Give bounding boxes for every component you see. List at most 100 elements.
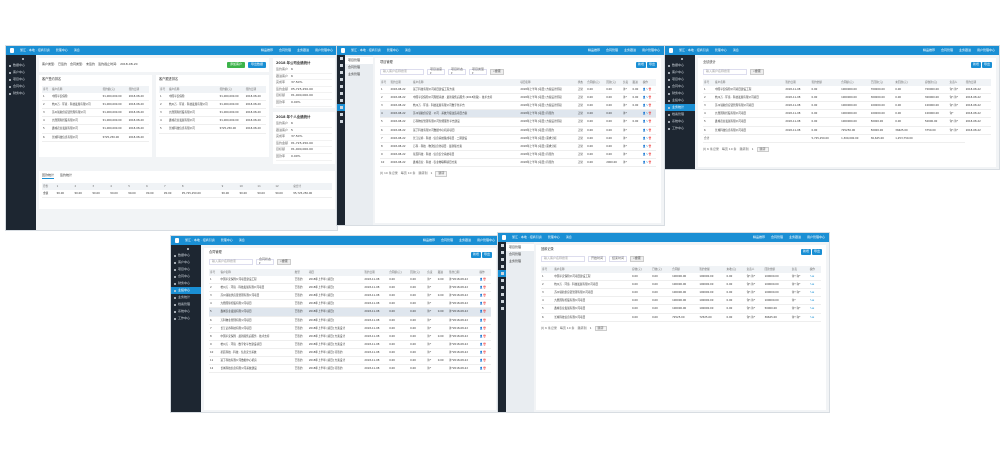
table-row[interactable]: 8 2018-08-22 万科 · 科技 · 物流信息化项目 · 最新版方案 2018… [380, 142, 656, 151]
sidebar-item[interactable]: 合同中心 [6, 83, 36, 90]
delete-icon[interactable]: 🗑 [648, 96, 652, 100]
view-icon[interactable]: 👤 [479, 286, 483, 290]
sidebar-item[interactable]: 系统中心 [171, 308, 201, 315]
header-nav-item[interactable]: 管理中心 [386, 47, 399, 52]
add-button[interactable]: 新增 [470, 252, 481, 258]
menu-icon[interactable] [680, 57, 683, 60]
table-row[interactable]: 5 鑫城农业发展有限公司项目 0.00 0.00 100000.00 100000.00 0… [541, 304, 821, 314]
sidebar-item[interactable]: 档案管理 [171, 301, 201, 308]
sub-menu-item[interactable]: 业务管理 [509, 258, 522, 263]
table-row[interactable]: 2 2018-08-22 中国平安保险公司理赔系统 · 最新版售后服务 (2018新… [380, 93, 656, 103]
filter-select[interactable]: 开始时间 [588, 255, 606, 262]
header-link[interactable]: 用户管理中心 [314, 47, 333, 52]
header-nav-item[interactable]: 浙江 · 本地 · 招商引资 [679, 47, 709, 52]
sub-menu-item[interactable]: 项目管理 [506, 244, 534, 251]
filter-select[interactable]: 项目类型 ▾ [469, 67, 487, 75]
delete-icon[interactable]: 🗑 [482, 359, 487, 363]
logo-icon[interactable] [502, 235, 506, 240]
sidebar-item[interactable]: 工作中心 [665, 125, 695, 132]
delete-icon[interactable]: 🗑 [648, 160, 652, 164]
sidebar-item[interactable]: 数据中心 [665, 62, 695, 69]
search-button[interactable]: ⌕ 搜索 [277, 258, 291, 265]
sidebar-icon-item[interactable] [337, 90, 345, 97]
edit-icon[interactable]: ✎ [645, 144, 649, 148]
view-icon[interactable]: 👤 [479, 334, 483, 338]
delete-icon[interactable]: 🗑 [648, 104, 652, 108]
delete-icon[interactable]: 🗑 [482, 277, 487, 281]
view-icon[interactable]: 👤 [642, 136, 646, 140]
export-button[interactable]: 导出 [481, 252, 492, 258]
edit-icon[interactable]: ✎ [809, 283, 812, 287]
detail-icon[interactable]: ☰ [811, 307, 815, 311]
delete-icon[interactable]: 🗑 [648, 136, 652, 140]
header-link[interactable]: 用户管理中心 [976, 47, 995, 52]
edit-icon[interactable]: ✎ [645, 152, 649, 156]
detail-icon[interactable]: ☰ [811, 291, 815, 295]
table-row[interactable]: 10 星辰科技 · 科技 · 信息安全系统 已签约 2018年上半年 [项目] 待签约… [209, 348, 491, 358]
table-row[interactable]: 3 2018-08-22 杭州万 · 环境 · 科技发展有限公司数字化平台 2018年… [380, 101, 656, 111]
delete-icon[interactable]: 🗑 [482, 334, 487, 338]
search-button[interactable]: ⌕ 搜索 [490, 68, 504, 75]
header-nav-item[interactable]: 浙江 · 本地 · 招商引资 [351, 47, 381, 52]
view-icon[interactable]: 👤 [642, 120, 646, 124]
sidebar-icon-item[interactable] [498, 298, 506, 305]
table-row[interactable]: 5 鑫城农业发展有限公司 ¥1,000,000.00 2018-08-20 [42, 124, 149, 134]
header-link[interactable]: 合同管理 [770, 234, 783, 239]
menu-icon[interactable] [21, 57, 24, 60]
delete-icon[interactable]: 🗑 [648, 128, 652, 132]
sidebar-toggle[interactable] [665, 55, 695, 62]
sidebar-item[interactable]: 客户中心 [665, 69, 695, 76]
tab-payment[interactable]: 回款统计 [42, 173, 55, 179]
table-row[interactable]: 6 长城科技信息有限公司项目 0.00 0.00 72525.00 72525.00 0.0… [541, 313, 821, 322]
delete-icon[interactable]: 🗑 [482, 302, 487, 306]
view-icon[interactable]: 👤 [479, 294, 483, 298]
logo-icon[interactable] [10, 48, 14, 53]
search-input[interactable]: 输入客户名称搜索 [380, 68, 424, 75]
sidebar-item[interactable]: 客户中心 [171, 259, 201, 266]
table-row[interactable]: 2 杭州万 · 环境 · 科技发展有限公司项目 已签约 2018年上半年 [项目] 20… [209, 283, 491, 293]
sidebar-icon-item[interactable] [337, 62, 345, 69]
view-icon[interactable]: 👤 [479, 326, 483, 330]
sidebar-icon-item[interactable] [498, 249, 506, 256]
menu-icon[interactable] [186, 247, 189, 250]
sidebar-icon-item[interactable] [337, 83, 345, 90]
logo-icon[interactable] [669, 48, 673, 53]
header-nav-item[interactable]: 消息 [404, 47, 411, 52]
export-button[interactable]: 导出 [646, 62, 657, 68]
delete-icon[interactable]: 🗑 [482, 310, 487, 314]
sidebar-item[interactable]: 合同中心 [171, 273, 201, 280]
detail-icon[interactable]: ☰ [811, 274, 815, 278]
table-row[interactable]: 1 中国平安保险 ¥1,000,000.00 2018-08-20 [159, 92, 266, 102]
add-button[interactable]: 新增 [635, 62, 646, 68]
sidebar-item[interactable]: 业务统计 [171, 294, 201, 301]
table-row[interactable]: 6 长城科技信息有限公司 ¥725,250.00 2018-08-20 [42, 133, 149, 142]
table-row[interactable]: 6 2018-08-22 富丁科技有限公司数据中心机房项目 2018年上半年 [项目]… [380, 126, 656, 135]
table-row[interactable]: 9 杭州万 · 环境 · 数字化平台建设项目 已签约 2018年上半年 [项目] 方案… [209, 340, 491, 349]
filter-select[interactable]: 项目状态 ▾ [448, 67, 466, 75]
view-icon[interactable]: 👤 [479, 350, 483, 354]
tab-signing[interactable]: 签约统计 [60, 173, 73, 177]
table-row[interactable]: 4 2018-08-22 苏州领航供应链 · 公司 · 系统升级改造项目方案 2018… [380, 109, 656, 119]
header-nav-item[interactable]: 管理中心 [547, 234, 560, 239]
sidebar-item[interactable]: 财务中心 [6, 90, 36, 97]
table-row[interactable]: 2 杭州万 · 环境 · 科技发展有限公司项目 2018-11-08 0.00 1000… [703, 93, 991, 103]
table-row[interactable]: 4 鑫城农业发展有限公司 ¥1,000,000.00 2018-08-20 [159, 116, 266, 126]
table-row[interactable]: 6 长城科技信息有限公司项目 2018-11-08 0.00 725250.00 5000… [703, 126, 991, 135]
sidebar-icon-item[interactable] [498, 270, 506, 277]
table-row[interactable]: 7 长江证券科技有限公司项目 已签约 2018年上半年 [项目] 方案设计 2018-1… [209, 324, 491, 333]
table-row[interactable]: 5 鑫城农业发展有限公司项目 已签约 2018年上半年 [项目] 2018-11-08 0… [209, 307, 491, 317]
header-nav-item[interactable]: 管理中心 [220, 237, 233, 242]
sidebar-item[interactable]: 项目中心 [171, 266, 201, 273]
header-link[interactable]: 精品推荐 [260, 47, 273, 52]
delete-icon[interactable]: 🗑 [648, 112, 652, 116]
search-button[interactable]: ⌕ 搜索 [750, 68, 764, 75]
filter-value[interactable]: 2018-08-20 [120, 62, 138, 67]
delete-icon[interactable]: 🗑 [648, 120, 652, 124]
delete-icon[interactable]: 🗑 [648, 144, 652, 148]
table-row[interactable]: 1 中国平安保险公司项目建设工程 0.00 0.00 100000.00 100000.0… [541, 272, 821, 282]
header-link[interactable]: 精品推荐 [422, 237, 435, 242]
sidebar-icon-item[interactable] [498, 284, 506, 291]
jump-button[interactable]: 跳转 [435, 171, 448, 177]
sub-menu-item[interactable]: 合同管理 [509, 251, 522, 256]
sidebar-item[interactable]: 财务中心 [171, 280, 201, 287]
